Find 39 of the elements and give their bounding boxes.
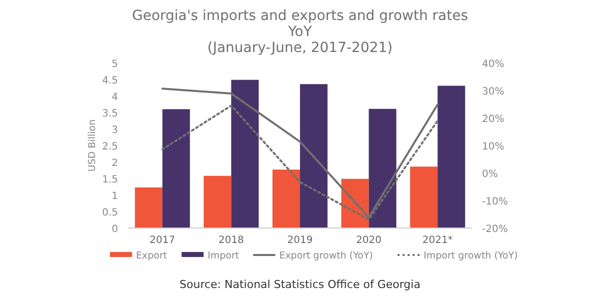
y2-tick-label: 20% — [482, 114, 504, 125]
bar — [231, 80, 259, 228]
bar — [162, 109, 190, 228]
y-tick-label: 5 — [112, 59, 118, 70]
y-tick-label: 2.5 — [102, 142, 118, 152]
x-tick-label: 2018 — [218, 235, 244, 246]
x-tick-label: 2021* — [422, 235, 453, 246]
y-tick-label: 4.5 — [102, 76, 118, 86]
bar — [204, 176, 232, 228]
y2-tick-label: 0% — [482, 169, 498, 180]
chart-title: Georgia's imports and exports and growth rates YoY (January-June, 2017-2021) — [132, 8, 468, 56]
x-tick-label: 2017 — [150, 235, 176, 246]
y2-tick-label: 10% — [482, 142, 504, 152]
x-tick-label: 2019 — [287, 235, 313, 246]
y2-tick-label: -20% — [482, 224, 508, 235]
bar — [410, 166, 438, 228]
source-note: Source: National Statistics Office of Georgia — [180, 278, 420, 291]
legend-label: Import — [208, 250, 240, 262]
legend-label: Export — [136, 250, 168, 262]
y-tick-label: 1.5 — [102, 174, 118, 186]
bar — [368, 108, 396, 228]
bar — [300, 84, 328, 228]
y-tick-label: 2 — [112, 158, 118, 169]
bar — [272, 170, 300, 228]
y-tick-label: 0 — [112, 224, 118, 235]
y2-tick-label: 40% — [482, 59, 504, 70]
bar — [438, 86, 466, 228]
y2-tick-label: -10% — [482, 196, 508, 208]
y-tick-label: 3.5 — [102, 108, 118, 120]
legend-label: Import growth (YoY) — [424, 250, 518, 262]
y-tick-label: 3 — [112, 125, 118, 136]
bar — [134, 187, 162, 228]
y2-tick-label: 30% — [482, 86, 504, 98]
y-tick-label: 1 — [112, 191, 118, 202]
y-tick-label: 0.5 — [102, 208, 118, 218]
y-tick-label: 4 — [112, 92, 118, 103]
x-tick-label: 2020 — [356, 235, 382, 246]
legend-label: Export growth (YoY) — [279, 250, 373, 262]
y-axis-title: USD Billion — [87, 119, 98, 172]
